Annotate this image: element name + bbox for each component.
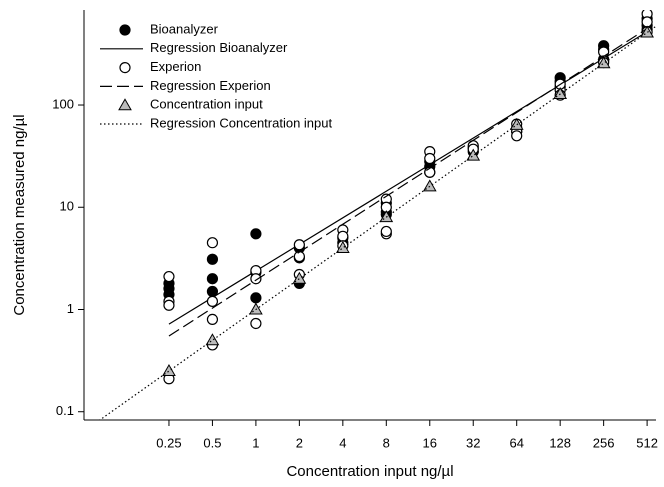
marker-circle xyxy=(163,299,175,311)
x-axis-label: Concentration input ng/µl xyxy=(286,463,453,480)
marker-circle xyxy=(206,237,219,249)
y-axis-label: Concentration measured ng/µl xyxy=(11,114,28,315)
marker-triangle xyxy=(422,179,437,192)
x-tick-label: 256 xyxy=(593,435,615,450)
marker-circle xyxy=(424,152,436,165)
y-tick-label: 0.1 xyxy=(56,403,74,418)
legend-label: Bioanalyzer xyxy=(150,21,219,36)
legend-label: Regression Concentration input xyxy=(150,115,332,130)
legend-label: Experion xyxy=(150,59,201,74)
y-tick-label: 1 xyxy=(67,301,74,316)
marker-circle xyxy=(250,317,262,330)
marker-triangle xyxy=(118,98,132,111)
marker-circle xyxy=(250,273,262,285)
marker-circle xyxy=(293,250,305,263)
marker-triangle xyxy=(205,333,220,346)
x-tick-label: 64 xyxy=(509,435,523,450)
marker-circle xyxy=(337,230,349,242)
x-tick-label: 1 xyxy=(252,435,259,450)
legend-label: Regression Experion xyxy=(150,78,271,93)
marker-triangle xyxy=(335,240,350,253)
marker-circle xyxy=(641,16,653,28)
legend-label: Concentration input xyxy=(150,97,263,112)
marker-circle xyxy=(511,130,523,142)
marker-triangle xyxy=(162,364,176,377)
legend-label: Regression Bioanalyzer xyxy=(150,40,288,55)
marker-circle xyxy=(206,313,219,325)
x-tick-label: 512 xyxy=(636,435,658,450)
marker-circle xyxy=(293,239,305,251)
x-tick-label: 8 xyxy=(383,435,390,450)
x-tick-label: 32 xyxy=(466,435,480,450)
marker-circle xyxy=(250,228,262,240)
marker-circle xyxy=(206,295,219,307)
regression-line xyxy=(168,28,648,337)
regression-line xyxy=(168,31,648,325)
marker-triangle xyxy=(466,148,481,161)
y-tick-label: 100 xyxy=(52,96,74,111)
marker-circle xyxy=(206,253,219,265)
marker-circle xyxy=(206,273,219,285)
marker-triangle xyxy=(249,302,263,315)
marker-circle xyxy=(119,61,131,74)
x-tick-label: 128 xyxy=(549,435,571,450)
marker-circle xyxy=(250,292,262,304)
x-tick-label: 16 xyxy=(423,435,437,450)
x-tick-label: 2 xyxy=(296,435,303,450)
marker-triangle xyxy=(596,56,611,69)
x-tick-label: 0.25 xyxy=(156,435,181,450)
marker-triangle xyxy=(553,87,568,100)
marker-circle xyxy=(380,225,392,238)
plot-area xyxy=(98,10,656,420)
marker-triangle xyxy=(292,271,307,284)
x-tick-label: 0.5 xyxy=(203,435,221,450)
y-tick-label: 10 xyxy=(60,199,74,214)
x-tick-label: 4 xyxy=(339,435,346,450)
marker-circle xyxy=(163,270,175,283)
marker-circle xyxy=(119,24,131,36)
